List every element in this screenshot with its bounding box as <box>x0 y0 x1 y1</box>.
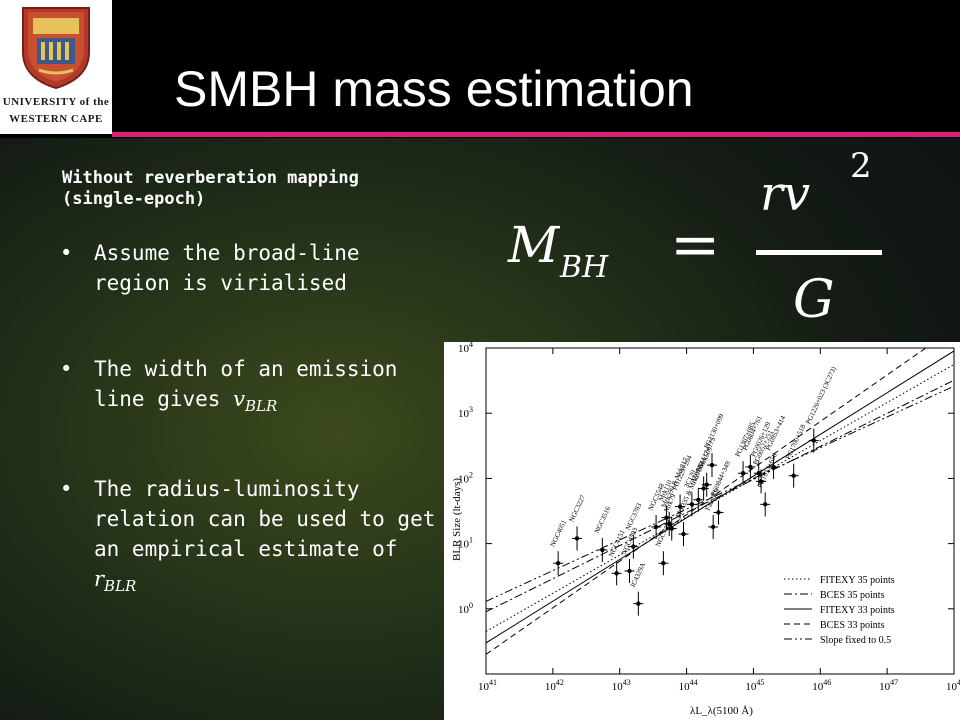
header-bar <box>0 0 960 138</box>
equation-numerator: rv <box>760 166 811 222</box>
data-point <box>614 571 619 576</box>
point-label: NGC3783 <box>624 502 644 532</box>
x-tick-label: 1041 <box>478 678 497 693</box>
data-point <box>636 601 641 606</box>
data-point <box>661 561 666 566</box>
point-label: NGC3227 <box>568 493 588 523</box>
fit-line-2 <box>486 379 954 613</box>
data-point <box>716 510 721 515</box>
data-point <box>740 471 746 476</box>
plot-frame <box>485 347 955 675</box>
data-point <box>669 526 674 531</box>
bullet-text: The width of an emission line gives <box>94 357 398 411</box>
point-label: NGC4051 <box>549 518 569 548</box>
x-tick-label: 1043 <box>612 678 631 693</box>
data-point <box>771 464 776 470</box>
velocity-subscript: BLR <box>244 397 278 416</box>
y-tick-label: 100 <box>458 601 473 616</box>
point-label: NGC3516 <box>593 505 613 535</box>
university-crest-icon <box>22 7 90 90</box>
data-point <box>667 521 672 527</box>
x-axis-label: λL_λ(5100 Å) <box>690 705 753 717</box>
bullet-text-wrap: The width of an emission line gives vBLR <box>94 354 444 421</box>
mass-equation: M BH = rv 2 G <box>500 140 900 340</box>
bullet-dot-icon: • <box>60 357 73 381</box>
data-point <box>664 515 669 520</box>
fraction-bar <box>756 250 882 255</box>
data-point <box>763 502 768 507</box>
fit-line-3 <box>486 350 954 644</box>
radius-subscript: BLR <box>104 577 137 596</box>
university-logo: UNIVERSITY of the WESTERN CAPE <box>0 0 112 134</box>
data-point <box>696 497 701 502</box>
radius-symbol: r <box>94 567 105 591</box>
bullet-dot-icon: • <box>60 477 73 501</box>
x-tick-label: 1042 <box>545 678 564 693</box>
section-subheading: Without reverberation mapping (single-ep… <box>62 168 359 209</box>
data-point <box>709 462 715 468</box>
bullet-dot-icon: • <box>60 241 73 265</box>
data-point <box>677 504 683 509</box>
logo-line-university: UNIVERSITY of the <box>2 96 110 108</box>
equation-equals: = <box>670 210 721 280</box>
data-point <box>756 471 761 476</box>
y-tick-label: 104 <box>458 342 473 355</box>
point-label: PG1226+023 (3C273) <box>804 365 838 426</box>
legend-label: FITEXY 33 points <box>820 605 895 616</box>
legend-label: Slope fixed to 0.5 <box>820 635 891 646</box>
equation-exponent: 2 <box>850 146 872 186</box>
equation-lhs: M <box>508 216 560 274</box>
equation-denominator: G <box>793 270 835 330</box>
legend-label: BCES 35 points <box>820 590 885 601</box>
x-tick-label: 1048 <box>946 678 960 693</box>
data-point <box>681 531 686 537</box>
bullet-text: The radius-luminosity relation can be us… <box>94 477 436 561</box>
y-axis-label: BLR Size (lt-days) <box>451 478 463 561</box>
data-point <box>653 524 659 530</box>
data-point <box>758 479 764 484</box>
point-label: IC4329A <box>629 561 647 588</box>
slide-title: SMBH mass estimation <box>174 61 694 117</box>
x-tick-label: 1046 <box>812 678 831 693</box>
fit-line-5 <box>486 385 954 602</box>
data-point <box>627 568 632 574</box>
data-point <box>701 486 706 491</box>
data-point <box>555 561 561 566</box>
fit-line-1 <box>486 363 954 632</box>
legend-label: BCES 33 points <box>820 620 885 631</box>
data-point <box>631 544 636 549</box>
x-tick-label: 1045 <box>745 678 764 693</box>
logo-line-western-cape: WESTERN CAPE <box>9 113 103 125</box>
fit-line-4 <box>486 348 927 655</box>
data-point <box>574 536 580 541</box>
data-point <box>704 482 709 487</box>
data-point <box>689 502 695 507</box>
radius-luminosity-plot: NGC4051 NGC3227 NGC3516 NGC4151 NGC4593 IC432… <box>444 340 960 720</box>
data-point <box>710 524 716 530</box>
header-divider <box>112 132 960 137</box>
bullet-text-wrap: The radius-luminosity relation can be us… <box>94 474 444 601</box>
data-point <box>811 438 817 443</box>
velocity-symbol: v <box>233 387 245 411</box>
x-tick-label: 1044 <box>679 678 698 693</box>
data-point <box>748 464 753 470</box>
bullet-text: Assume the broad-line region is virialis… <box>94 241 360 295</box>
data-point <box>791 473 796 478</box>
equation-lhs-subscript: BH <box>560 250 609 285</box>
y-tick-label: 103 <box>458 405 473 420</box>
legend-label: FITEXY 35 points <box>820 575 895 586</box>
data-point <box>600 547 605 553</box>
x-tick-label: 1047 <box>879 678 898 693</box>
